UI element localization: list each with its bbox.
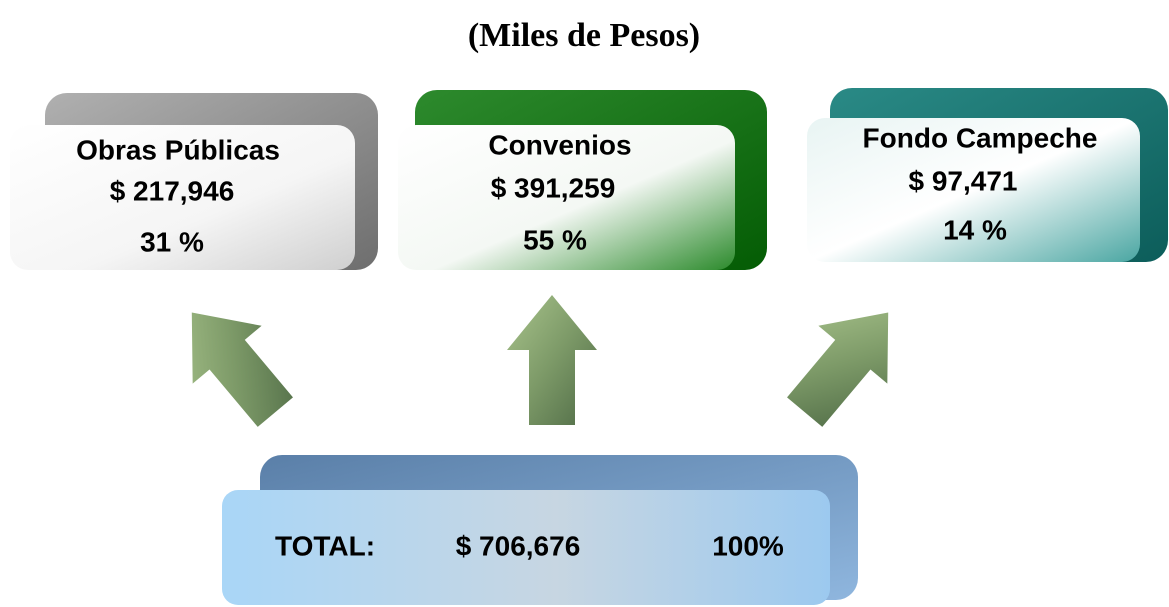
- box-label: Obras Públicas: [76, 134, 280, 165]
- title: (Miles de Pesos): [468, 17, 700, 54]
- box-front: [807, 118, 1140, 262]
- arrow: [507, 295, 597, 425]
- box-convenios: Convenios $ 391,259 55 %: [398, 90, 767, 270]
- box-fondo: Fondo Campeche $ 97,471 14 %: [807, 88, 1168, 262]
- box-front: [10, 125, 355, 270]
- arrow: [191, 312, 293, 427]
- box-front: [222, 490, 830, 605]
- box-amount: $ 217,946: [110, 175, 235, 206]
- box-amount: $ 391,259: [491, 172, 616, 203]
- box-front: [398, 125, 735, 270]
- total-amount: $ 706,676: [456, 530, 581, 561]
- box-obras: Obras Públicas $ 217,946 31 %: [10, 93, 378, 270]
- arrows: [191, 295, 889, 427]
- box-percent: 31 %: [140, 226, 204, 257]
- box-percent: 55 %: [523, 224, 587, 255]
- total-percent: 100%: [712, 530, 784, 561]
- total-box: TOTAL: $ 706,676 100%: [222, 455, 858, 605]
- box-label: Convenios: [488, 129, 631, 160]
- arrow: [787, 312, 889, 427]
- total-label: TOTAL:: [275, 530, 375, 561]
- box-amount: $ 97,471: [909, 165, 1018, 196]
- box-percent: 14 %: [943, 214, 1007, 245]
- box-label: Fondo Campeche: [863, 122, 1098, 153]
